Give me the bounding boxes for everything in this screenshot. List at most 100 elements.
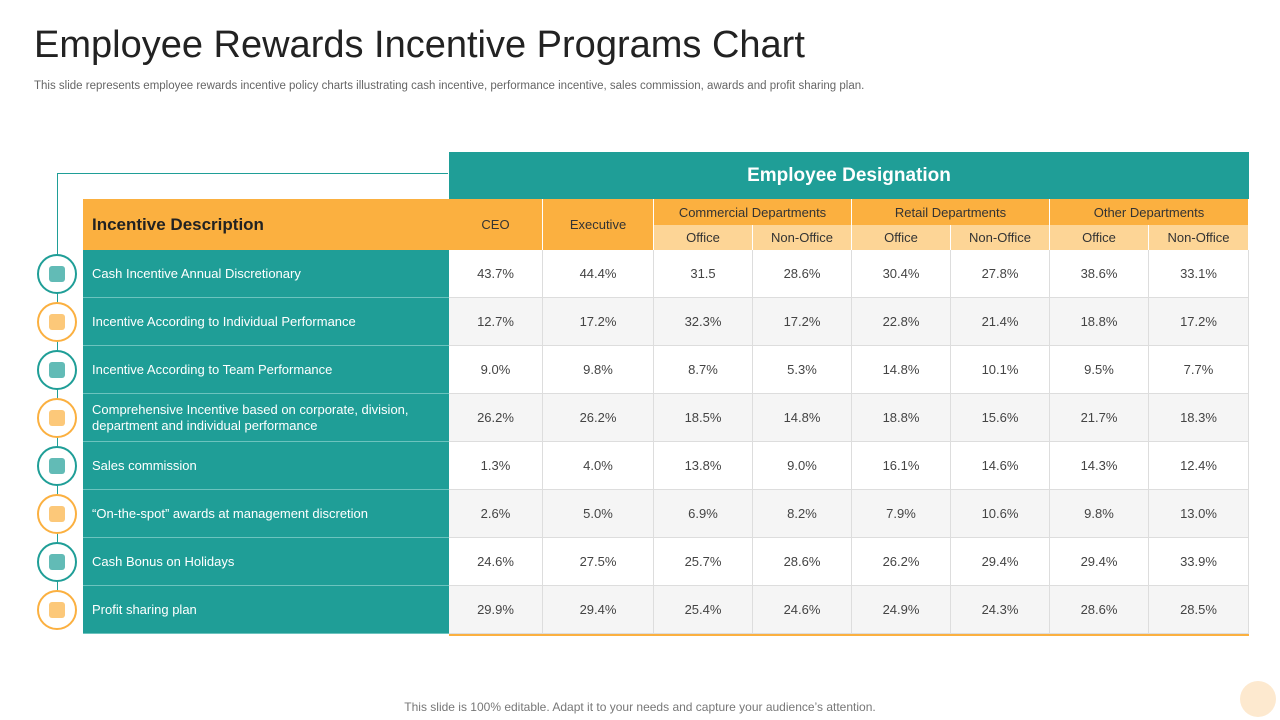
- connector: [57, 173, 58, 613]
- row-label: Sales commission: [83, 442, 449, 490]
- cell: 7.7%: [1149, 346, 1249, 394]
- cell: 28.5%: [1149, 586, 1249, 634]
- cell: 18.8%: [852, 394, 951, 442]
- sub-header: Non-Office: [1149, 225, 1249, 250]
- group-header: Commercial Departments: [654, 199, 852, 225]
- corner-header: Incentive Description: [83, 199, 449, 250]
- cell: 27.5%: [543, 538, 654, 586]
- row-icon: [37, 302, 77, 342]
- cell: 15.6%: [951, 394, 1050, 442]
- cell: 5.3%: [753, 346, 852, 394]
- title: Employee Rewards Incentive Programs Char…: [34, 24, 805, 66]
- cell: 10.6%: [951, 490, 1050, 538]
- cell: 44.4%: [543, 250, 654, 298]
- icon-glyph: [49, 554, 65, 570]
- cell: 32.3%: [654, 298, 753, 346]
- cell: 17.2%: [1149, 298, 1249, 346]
- connector: [57, 173, 448, 174]
- row-label: “On-the-spot” awards at management discr…: [83, 490, 449, 538]
- cell: 18.5%: [654, 394, 753, 442]
- sub-header: Office: [1050, 225, 1149, 250]
- cell: 31.5: [654, 250, 753, 298]
- cell: 28.6%: [753, 538, 852, 586]
- cell: 38.6%: [1050, 250, 1149, 298]
- cell: 14.8%: [852, 346, 951, 394]
- column-header: Executive: [543, 199, 654, 250]
- sub-header: Non-Office: [951, 225, 1050, 250]
- column-header: CEO: [449, 199, 543, 250]
- cell: 33.1%: [1149, 250, 1249, 298]
- cell: 13.8%: [654, 442, 753, 490]
- row-icon: [37, 494, 77, 534]
- cell: 12.7%: [449, 298, 543, 346]
- icon-glyph: [49, 362, 65, 378]
- cell: 5.0%: [543, 490, 654, 538]
- icon-glyph: [49, 602, 65, 618]
- cell: 29.4%: [951, 538, 1050, 586]
- cell: 26.2%: [449, 394, 543, 442]
- row-label: Comprehensive Incentive based on corpora…: [83, 394, 449, 442]
- cell: 14.8%: [753, 394, 852, 442]
- row-icon: [37, 350, 77, 390]
- cell: 10.1%: [951, 346, 1050, 394]
- cell: 1.3%: [449, 442, 543, 490]
- cell: 14.3%: [1050, 442, 1149, 490]
- footer: This slide is 100% editable. Adapt it to…: [404, 700, 876, 714]
- row-icon: [37, 254, 77, 294]
- cell: 28.6%: [753, 250, 852, 298]
- cell: 43.7%: [449, 250, 543, 298]
- cell: 33.9%: [1149, 538, 1249, 586]
- cell: 17.2%: [753, 298, 852, 346]
- band-header: Employee Designation: [449, 152, 1249, 199]
- icon-glyph: [49, 458, 65, 474]
- row-icon: [37, 446, 77, 486]
- cell: 2.6%: [449, 490, 543, 538]
- row-label: Profit sharing plan: [83, 586, 449, 634]
- cell: 8.7%: [654, 346, 753, 394]
- decor: [1240, 681, 1276, 717]
- cell: 9.0%: [449, 346, 543, 394]
- group-header: Other Departments: [1050, 199, 1249, 225]
- cell: 28.6%: [1050, 586, 1149, 634]
- cell: 18.3%: [1149, 394, 1249, 442]
- cell: 9.5%: [1050, 346, 1149, 394]
- cell: 24.9%: [852, 586, 951, 634]
- cell: 21.7%: [1050, 394, 1149, 442]
- cell: 25.4%: [654, 586, 753, 634]
- icon-glyph: [49, 410, 65, 426]
- cell: 14.6%: [951, 442, 1050, 490]
- row-icon: [37, 542, 77, 582]
- cell: 7.9%: [852, 490, 951, 538]
- cell: 9.8%: [1050, 490, 1149, 538]
- row-label: Cash Bonus on Holidays: [83, 538, 449, 586]
- cell: 13.0%: [1149, 490, 1249, 538]
- cell: 29.9%: [449, 586, 543, 634]
- cell: 9.8%: [543, 346, 654, 394]
- icon-glyph: [49, 506, 65, 522]
- cell: 22.8%: [852, 298, 951, 346]
- cell: 4.0%: [543, 442, 654, 490]
- cell: 8.2%: [753, 490, 852, 538]
- sub-header: Non-Office: [753, 225, 852, 250]
- sub-header: Office: [654, 225, 753, 250]
- cell: 12.4%: [1149, 442, 1249, 490]
- icon-glyph: [49, 314, 65, 330]
- cell: 26.2%: [852, 538, 951, 586]
- row-label: Incentive According to Team Performance: [83, 346, 449, 394]
- cell: 27.8%: [951, 250, 1050, 298]
- cell: 21.4%: [951, 298, 1050, 346]
- row-label: Incentive According to Individual Perfor…: [83, 298, 449, 346]
- cell: 26.2%: [543, 394, 654, 442]
- icon-glyph: [49, 266, 65, 282]
- group-header: Retail Departments: [852, 199, 1050, 225]
- row-label: Cash Incentive Annual Discretionary: [83, 250, 449, 298]
- subtitle: This slide represents employee rewards i…: [34, 80, 865, 92]
- cell: 25.7%: [654, 538, 753, 586]
- cell: 24.6%: [449, 538, 543, 586]
- cell: 17.2%: [543, 298, 654, 346]
- cell: 30.4%: [852, 250, 951, 298]
- row-icon: [37, 590, 77, 630]
- cell: 9.0%: [753, 442, 852, 490]
- cell: 16.1%: [852, 442, 951, 490]
